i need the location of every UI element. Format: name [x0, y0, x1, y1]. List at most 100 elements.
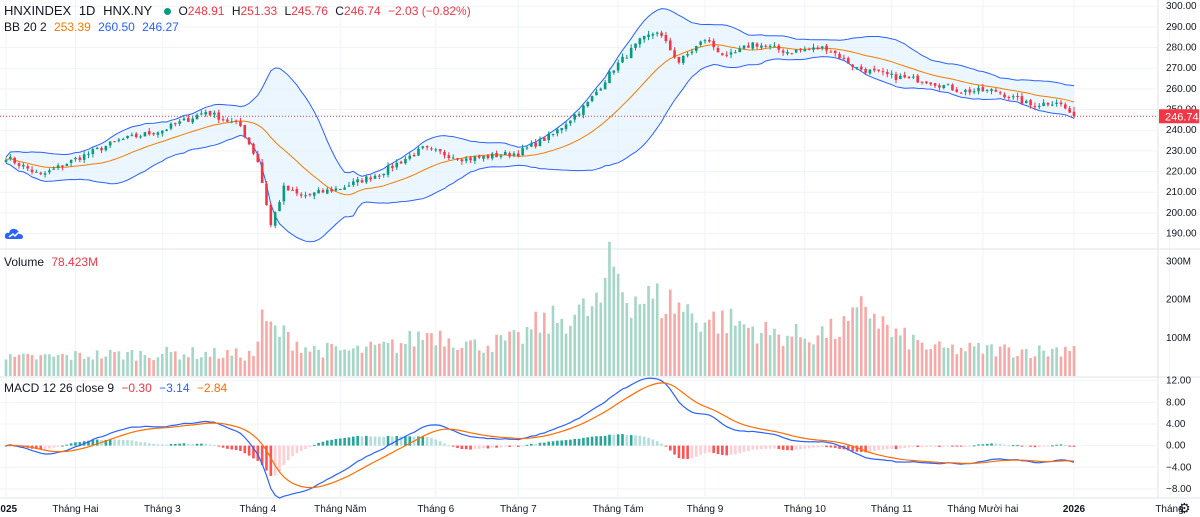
candle-body[interactable]: [338, 188, 342, 190]
candle-body[interactable]: [734, 52, 737, 54]
macd-histogram-bar[interactable]: [942, 445, 946, 447]
candle-body[interactable]: [664, 35, 668, 42]
volume-bar[interactable]: [108, 349, 112, 376]
macd-histogram-bar[interactable]: [551, 441, 555, 446]
candle-body[interactable]: [786, 51, 789, 54]
candle-body[interactable]: [851, 64, 854, 67]
volume-bar[interactable]: [829, 318, 833, 376]
candle-body[interactable]: [1016, 95, 1019, 98]
macd-histogram-bar[interactable]: [838, 445, 841, 449]
macd-histogram-bar[interactable]: [356, 435, 359, 446]
volume-bar[interactable]: [343, 349, 346, 376]
candle-body[interactable]: [477, 155, 481, 158]
candle-body[interactable]: [169, 123, 173, 129]
candle-body[interactable]: [438, 149, 442, 152]
candle-body[interactable]: [903, 74, 906, 78]
macd-histogram-bar[interactable]: [1003, 444, 1006, 446]
volume-bar[interactable]: [890, 336, 893, 376]
macd-histogram-bar[interactable]: [256, 445, 260, 461]
macd-histogram-bar[interactable]: [265, 445, 268, 471]
candle-body[interactable]: [187, 117, 190, 122]
volume-bar[interactable]: [773, 328, 776, 376]
macd-histogram-bar[interactable]: [773, 445, 776, 449]
macd-histogram-bar[interactable]: [1007, 445, 1011, 447]
volume-bar[interactable]: [456, 349, 459, 376]
candle-body[interactable]: [716, 48, 720, 53]
candle-body[interactable]: [677, 56, 681, 63]
candle-body[interactable]: [39, 172, 43, 175]
candle-body[interactable]: [708, 40, 711, 42]
candle-body[interactable]: [52, 168, 56, 170]
candle-body[interactable]: [126, 135, 129, 139]
macd-histogram-bar[interactable]: [872, 445, 876, 451]
candle-body[interactable]: [456, 158, 459, 160]
candle-body[interactable]: [768, 45, 772, 47]
volume-bar[interactable]: [56, 354, 60, 376]
macd-histogram-bar[interactable]: [925, 445, 928, 447]
macd-histogram-bar[interactable]: [208, 444, 212, 446]
macd-histogram-bar[interactable]: [65, 444, 69, 446]
macd-histogram-bar[interactable]: [521, 445, 524, 447]
candle-body[interactable]: [764, 45, 768, 47]
macd-histogram-bar[interactable]: [573, 438, 577, 446]
candle-body[interactable]: [990, 89, 993, 91]
volume-bar[interactable]: [964, 351, 967, 376]
macd-histogram-bar[interactable]: [495, 445, 498, 448]
candle-body[interactable]: [100, 147, 103, 151]
candle-body[interactable]: [260, 162, 264, 184]
macd-histogram-bar[interactable]: [147, 443, 151, 446]
volume-bar[interactable]: [421, 339, 425, 376]
volume-bar[interactable]: [621, 292, 624, 376]
volume-bar[interactable]: [751, 326, 755, 376]
volume-bar[interactable]: [434, 345, 438, 376]
macd-histogram-bar[interactable]: [660, 443, 663, 446]
macd-histogram-bar[interactable]: [534, 443, 537, 446]
macd-histogram-bar[interactable]: [252, 445, 255, 459]
candle-body[interactable]: [816, 47, 820, 50]
candle-body[interactable]: [872, 68, 876, 71]
macd-histogram-bar[interactable]: [1042, 445, 1045, 447]
candle-body[interactable]: [838, 53, 841, 59]
candle-body[interactable]: [725, 54, 728, 56]
candle-body[interactable]: [968, 89, 972, 93]
volume-bar[interactable]: [712, 311, 715, 376]
volume-bar[interactable]: [833, 338, 837, 376]
volume-bar[interactable]: [673, 313, 676, 376]
volume-bar[interactable]: [825, 337, 828, 376]
macd-histogram-bar[interactable]: [117, 439, 121, 446]
candle-body[interactable]: [143, 132, 147, 137]
macd-histogram-bar[interactable]: [482, 445, 485, 449]
macd-histogram-bar[interactable]: [907, 445, 911, 448]
candle-body[interactable]: [178, 121, 181, 124]
candle-body[interactable]: [790, 53, 794, 55]
macd-histogram-bar[interactable]: [586, 437, 590, 446]
volume-bar[interactable]: [26, 354, 30, 376]
macd-histogram-bar[interactable]: [690, 445, 694, 459]
volume-bar[interactable]: [1072, 346, 1076, 376]
candle-body[interactable]: [243, 125, 247, 137]
volume-bar[interactable]: [35, 359, 38, 376]
candle-body[interactable]: [721, 53, 724, 56]
candle-body[interactable]: [174, 123, 177, 125]
volume-bar[interactable]: [1024, 349, 1028, 376]
candle-body[interactable]: [881, 71, 885, 73]
macd-legend[interactable]: MACD 12 26 close 9 −0.30 −3.14 −2.84: [4, 381, 231, 395]
macd-histogram-bar[interactable]: [456, 445, 459, 448]
candle-body[interactable]: [577, 113, 581, 116]
volume-bar[interactable]: [1059, 356, 1063, 376]
volume-bar[interactable]: [955, 354, 959, 376]
volume-bar[interactable]: [239, 357, 242, 376]
candle-body[interactable]: [899, 75, 902, 79]
macd-histogram-bar[interactable]: [686, 445, 689, 459]
volume-bar[interactable]: [69, 359, 73, 376]
candle-body[interactable]: [130, 134, 134, 136]
candle-body[interactable]: [686, 54, 689, 56]
macd-histogram-bar[interactable]: [699, 445, 702, 455]
candle-body[interactable]: [469, 157, 472, 161]
candle-body[interactable]: [699, 41, 702, 45]
candle-body[interactable]: [213, 112, 216, 115]
macd-histogram-bar[interactable]: [1037, 445, 1041, 448]
volume-bar[interactable]: [395, 352, 399, 376]
candle-body[interactable]: [417, 148, 420, 156]
macd-line[interactable]: [5, 377, 1075, 499]
